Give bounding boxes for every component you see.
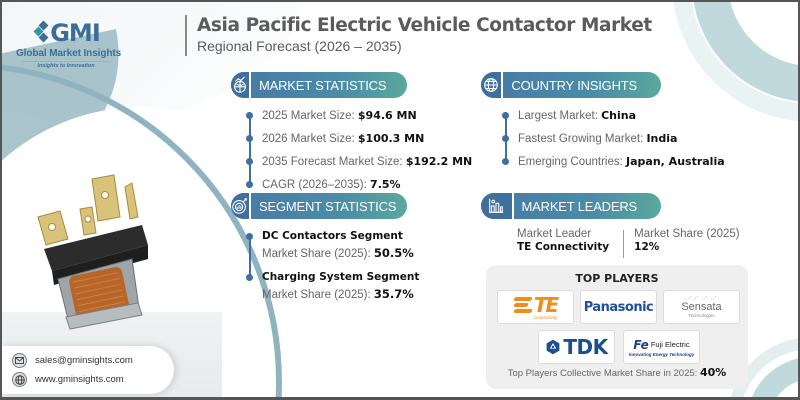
envelope-icon [12,353,27,368]
stat-item: 2035 Forecast Market Size: $192.2 MN [246,155,472,169]
segment-share: Market Share (2025): 50.5% [262,246,414,260]
stat-item: 2025 Market Size: $94.6 MN [246,109,472,123]
fuji-electric-logo: Fe Fuji Electric Innovating Energy Techn… [623,330,700,364]
email-link[interactable]: sales@gminsights.com [35,355,133,366]
section-title: SEGMENT STATISTICS [259,198,397,214]
section-header-segment-statistics: SEGMENT STATISTICS [231,193,407,219]
globe-grid-icon [481,72,504,98]
segment-share: Market Share (2025): 35.7% [262,287,414,301]
section-title: MARKET STATISTICS [259,77,387,93]
page-title: Asia Pacific Electric Vehicle Contactor … [197,15,652,36]
stat-item: 2026 Market Size: $100.3 MN [246,132,472,146]
section-title: MARKET LEADERS [521,198,638,214]
globe-chart-icon [231,72,251,98]
top-players-panel: TOP PLAYERS TE connectivity Panasonic .:… [486,265,748,389]
market-leader: Market Leader TE Connectivity [517,228,610,253]
title-block: Asia Pacific Electric Vehicle Contactor … [185,15,652,56]
brand-tagline: Insights to Innovation [37,63,95,69]
tdk-logo: TDK [538,330,615,364]
section-header-market-leaders: MARKET LEADERS [481,193,661,219]
country-item: Emerging Countries: Japan, Australia [502,155,725,169]
country-item: Fastest Growing Market: India [502,132,725,146]
te-connectivity-logo: TE connectivity [497,290,574,324]
email-contact[interactable]: sales@gminsights.com [12,351,174,370]
brand-name: Global Market Insights [16,48,122,59]
section-header-country-insights: COUNTRY INSIGHTS [481,72,661,98]
section-title: COUNTRY INSIGHTS [511,77,637,93]
contactor-relay-image [37,174,148,330]
market-statistics-list: 2025 Market Size: $94.6 MN 2026 Market S… [246,109,472,192]
top-players-collective-share: Top Players Collective Market Share in 2… [507,366,727,379]
logo-diamond-icon [32,20,49,44]
logo-text: GMI [50,19,101,47]
segment-title: DC Contactors Segment [246,230,419,243]
stat-item: CAGR (2026–2035): 7.5% [246,178,472,192]
segment-title: Charging System Segment [246,271,419,284]
market-leader-share: Market Share (2025) 12% [634,228,740,253]
tdk-emblem-icon [546,339,560,355]
country-insights-list: Largest Market: China Fastest Growing Ma… [502,109,725,169]
top-players-title: TOP PLAYERS [575,272,659,285]
contact-panel: sales@gminsights.com www.gminsights.com [2,346,174,394]
website-link[interactable]: www.gminsights.com [35,374,124,385]
website-contact[interactable]: www.gminsights.com [12,370,174,389]
globe-icon [12,372,27,387]
country-item: Largest Market: China [502,109,725,123]
page-subtitle: Regional Forecast (2026 – 2035) [197,38,402,54]
gmi-logo: GMI Global Market Insights Insights to I… [16,19,122,69]
panasonic-logo: Panasonic [580,290,657,324]
segment-statistics-list: DC Contactors Segment Market Share (2025… [246,230,419,302]
section-header-market-statistics: MARKET STATISTICS [231,72,407,98]
market-leader-summary: Market Leader TE Connectivity Market Sha… [517,228,740,258]
target-chart-icon [231,193,251,219]
sensata-logo: .:'.:' .:' .:' Sensata Technologies [663,290,740,324]
bar-chart-people-icon [481,193,514,219]
